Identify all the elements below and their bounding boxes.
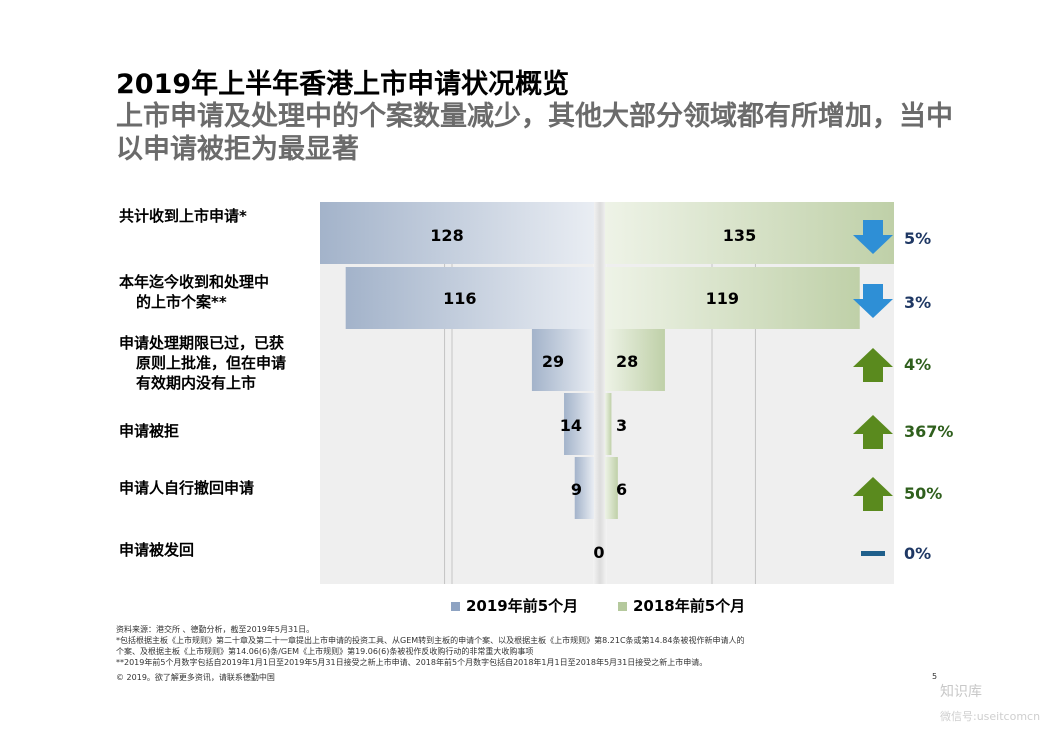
change-label: 5% (904, 229, 931, 248)
legend-item-2019: 2019年前5个月 (451, 595, 578, 616)
row-label-withdrawn: 申请人自行撤回申请 (119, 479, 255, 497)
center-axis (593, 202, 607, 584)
up-arrow-icon (853, 348, 893, 382)
watermark-name: 知识库 (940, 684, 982, 700)
footnote-1-cont: 个案、及根据主板《上市规则》第14.06(6)条/GEM《上市规则》第19.06… (116, 647, 534, 656)
bar-2018 (605, 329, 665, 391)
data-label-2019: 14 (560, 416, 582, 435)
bar-2018 (605, 393, 612, 455)
page-title: 2019年上半年香港上市申请状况概览 (116, 69, 570, 100)
bar-2019 (345, 267, 594, 329)
footnote-source: 资料来源：港交所 、德勤分析，截至2019年5月31日。 (116, 625, 315, 634)
bar-2019 (564, 393, 594, 455)
bar-2019 (531, 329, 594, 391)
data-label-zero: 0 (593, 543, 604, 562)
change-label: 367% (904, 422, 953, 441)
legend-swatch-2018 (618, 602, 627, 611)
row-label-total: 共计收到上市申请* (119, 207, 247, 225)
data-label-2018: 28 (616, 352, 638, 371)
up-arrow-icon (853, 415, 893, 449)
row-label-returned: 申请被发回 (119, 541, 195, 559)
copyright: © 2019。欲了解更多资讯，请联系德勤中国 (116, 673, 275, 682)
row-label-processing: 本年迄今收到和处理中 的上市个案** (119, 273, 270, 311)
change-label: 4% (904, 355, 931, 374)
page-number: 5 (932, 672, 938, 681)
change-label: 0% (904, 544, 931, 563)
bar-2018 (605, 202, 894, 264)
data-label-2019: 9 (571, 480, 582, 499)
watermark-account: 微信号:useitcomcn (940, 710, 1041, 723)
down-arrow-icon (853, 220, 893, 254)
data-label-2018: 135 (723, 226, 756, 245)
row-label-lapsed: 申请处理期限已过，已获 原则上批准，但在申请 有效期内没有上市 (119, 334, 287, 392)
legend-item-2018: 2018年前5个月 (618, 595, 745, 616)
bar-2018 (605, 457, 618, 519)
footnote-1: *包括根据主板《上市规则》第二十章及第二十一章提出上市申请的投资工具、从GEM转… (116, 636, 745, 645)
data-label-2018: 3 (616, 416, 627, 435)
up-arrow-icon (853, 477, 893, 511)
data-label-2019: 29 (542, 352, 564, 371)
bar-2018 (605, 267, 860, 329)
footnote-2: **2019年前5个月数字包括自2019年1月1日至2019年5月31日接受之新… (116, 658, 708, 667)
legend-swatch-2019 (451, 602, 460, 611)
down-arrow-icon (853, 284, 893, 318)
page-subtitle: 上市申请及处理中的个案数量减少，其他大部分领域都有所增加，当中以申请被拒为最显著 (116, 101, 953, 165)
row-label-rejected: 申请被拒 (119, 422, 180, 440)
data-label-2019: 116 (443, 289, 476, 308)
change-label: 3% (904, 293, 931, 312)
data-label-2018: 119 (706, 289, 739, 308)
flat-dash-icon (861, 551, 885, 556)
change-label: 50% (904, 484, 942, 503)
data-label-2019: 128 (430, 226, 463, 245)
bar-2019 (320, 202, 594, 264)
data-label-2018: 6 (616, 480, 627, 499)
bar-2019 (574, 457, 594, 519)
